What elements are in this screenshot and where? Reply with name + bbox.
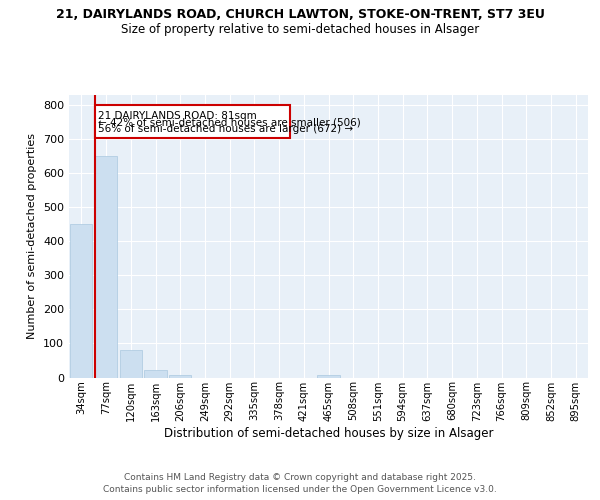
Bar (145, 370, 167, 378)
Text: 21, DAIRYLANDS ROAD, CHURCH LAWTON, STOKE-ON-TRENT, ST7 3EU: 21, DAIRYLANDS ROAD, CHURCH LAWTON, STOK… (56, 8, 544, 20)
Y-axis label: Number of semi-detached properties: Number of semi-detached properties (28, 133, 37, 339)
Text: Contains HM Land Registry data © Crown copyright and database right 2025.: Contains HM Land Registry data © Crown c… (124, 472, 476, 482)
Text: ← 42% of semi-detached houses are smaller (506): ← 42% of semi-detached houses are smalle… (98, 117, 361, 127)
Bar (317, 375, 340, 378)
FancyBboxPatch shape (95, 105, 290, 138)
Bar (95, 156, 117, 378)
Text: Contains public sector information licensed under the Open Government Licence v3: Contains public sector information licen… (103, 485, 497, 494)
Text: 21 DAIRYLANDS ROAD: 81sqm: 21 DAIRYLANDS ROAD: 81sqm (98, 110, 257, 120)
Text: Distribution of semi-detached houses by size in Alsager: Distribution of semi-detached houses by … (164, 428, 494, 440)
Text: Size of property relative to semi-detached houses in Alsager: Size of property relative to semi-detach… (121, 22, 479, 36)
Bar (119, 350, 142, 378)
Text: 56% of semi-detached houses are larger (672) →: 56% of semi-detached houses are larger (… (98, 124, 353, 134)
Bar (70, 224, 92, 378)
Bar (169, 375, 191, 378)
